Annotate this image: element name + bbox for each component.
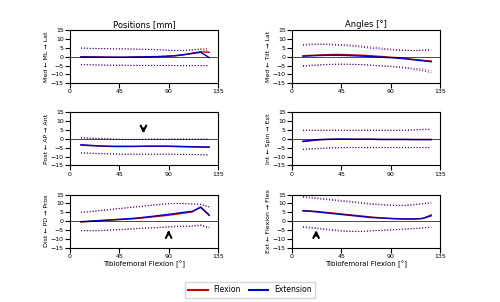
Y-axis label: Med ← ML → Lat: Med ← ML → Lat: [44, 31, 50, 82]
X-axis label: Tibiofemoral Flexion [°]: Tibiofemoral Flexion [°]: [325, 260, 407, 268]
Y-axis label: Med ← Tilt → Lat: Med ← Tilt → Lat: [266, 31, 272, 82]
Legend: Flexion, Extension: Flexion, Extension: [184, 281, 316, 298]
Y-axis label: Dist ← PD → Prox: Dist ← PD → Prox: [44, 195, 50, 248]
Y-axis label: Ext ← Flexion → Flex: Ext ← Flexion → Flex: [266, 189, 272, 253]
Title: Angles [°]: Angles [°]: [345, 21, 387, 29]
X-axis label: Tibiofemoral Flexion [°]: Tibiofemoral Flexion [°]: [103, 260, 185, 268]
Y-axis label: Int ← Spin → Ext: Int ← Spin → Ext: [266, 114, 272, 164]
Title: Positions [mm]: Positions [mm]: [112, 21, 176, 29]
Y-axis label: Post ← AP → Ant: Post ← AP → Ant: [44, 114, 50, 164]
